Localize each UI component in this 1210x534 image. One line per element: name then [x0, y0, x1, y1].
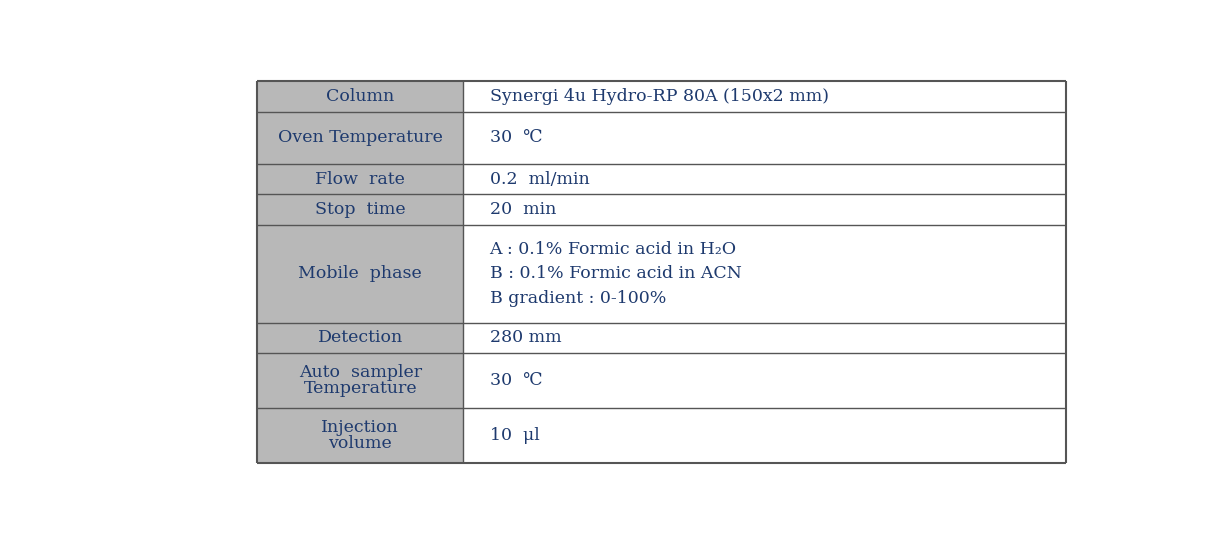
Bar	[258, 353, 463, 408]
Bar	[463, 194, 1066, 225]
Bar	[463, 353, 1066, 408]
Text: Oven Temperature: Oven Temperature	[278, 129, 443, 146]
Text: Column: Column	[327, 88, 394, 105]
Text: Auto  sampler: Auto sampler	[299, 364, 422, 381]
Text: Detection: Detection	[318, 329, 403, 346]
Bar	[463, 323, 1066, 353]
Bar	[258, 408, 463, 463]
Bar	[463, 225, 1066, 323]
Bar	[463, 164, 1066, 194]
Bar	[463, 408, 1066, 463]
Text: Synergi 4u Hydro-RP 80A (150x2 mm): Synergi 4u Hydro-RP 80A (150x2 mm)	[490, 88, 829, 105]
Text: 280 mm: 280 mm	[490, 329, 561, 346]
Text: Temperature: Temperature	[304, 380, 417, 397]
Text: 30  ℃: 30 ℃	[490, 129, 542, 146]
Bar	[258, 225, 463, 323]
Text: 30  ℃: 30 ℃	[490, 372, 542, 389]
Bar	[258, 194, 463, 225]
Text: 10  μl: 10 μl	[490, 427, 540, 444]
Text: 0.2  ml/min: 0.2 ml/min	[490, 170, 589, 187]
Text: 20  min: 20 min	[490, 201, 555, 218]
Text: B gradient : 0-100%: B gradient : 0-100%	[490, 289, 666, 307]
Text: Injection: Injection	[322, 419, 399, 436]
Bar	[258, 323, 463, 353]
Text: Mobile  phase: Mobile phase	[299, 265, 422, 282]
Text: A : 0.1% Formic acid in H₂O: A : 0.1% Formic acid in H₂O	[490, 241, 737, 258]
Bar	[463, 81, 1066, 112]
Bar	[258, 81, 463, 112]
Text: Stop  time: Stop time	[315, 201, 405, 218]
Text: B : 0.1% Formic acid in ACN: B : 0.1% Formic acid in ACN	[490, 265, 742, 282]
Text: volume: volume	[328, 435, 392, 452]
Bar	[258, 164, 463, 194]
Bar	[258, 112, 463, 164]
Bar	[463, 112, 1066, 164]
Text: Flow  rate: Flow rate	[316, 170, 405, 187]
